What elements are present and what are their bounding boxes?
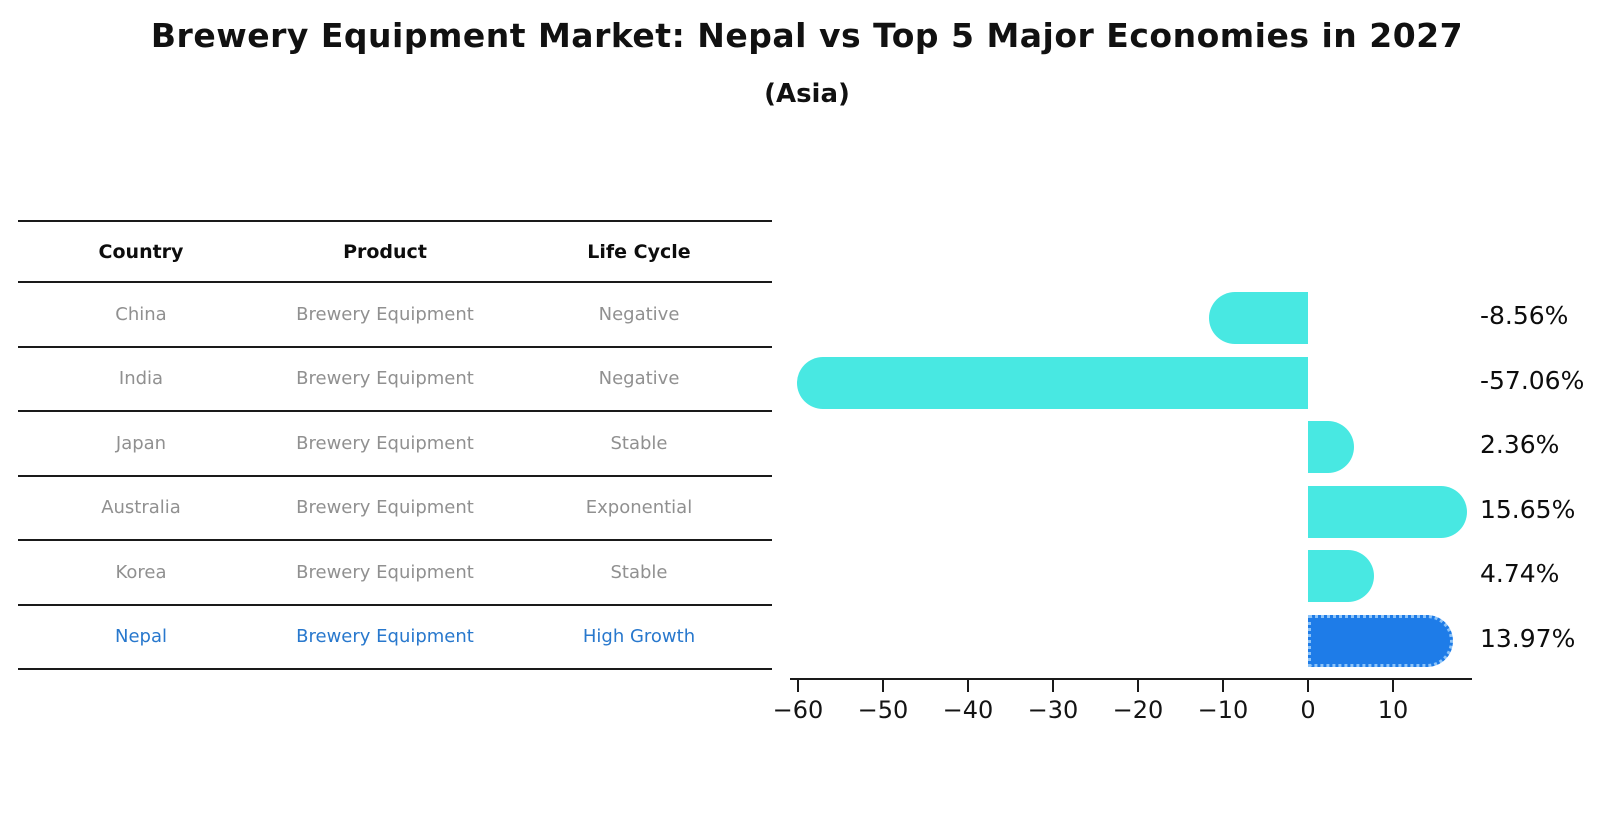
- bar-australia: [1308, 485, 1468, 538]
- cell-product: Brewery Equipment: [296, 626, 474, 648]
- x-tick: [797, 680, 799, 692]
- cell-product: Brewery Equipment: [296, 497, 474, 519]
- x-tick: [1222, 680, 1224, 692]
- x-tick: [1392, 680, 1394, 692]
- cell-country: Nepal: [115, 626, 167, 648]
- cell-country: Korea: [115, 561, 167, 583]
- x-tick: [882, 680, 884, 692]
- table-row-india: India Brewery Equipment Negative: [18, 348, 772, 412]
- x-tick-label: −40: [942, 696, 994, 724]
- table-header-product: Product: [343, 240, 427, 263]
- x-tick: [967, 680, 969, 692]
- x-tick-label: −20: [1112, 696, 1164, 724]
- bar-china: [1209, 292, 1308, 344]
- table-header-lifecycle: Life Cycle: [587, 240, 691, 263]
- x-tick-label: −60: [772, 696, 824, 724]
- cell-country: Japan: [115, 432, 167, 454]
- value-label-nepal: 13.97%: [1480, 623, 1576, 653]
- x-tick-label: 0: [1300, 696, 1316, 724]
- chart-title: Brewery Equipment Market: Nepal vs Top 5…: [150, 16, 1464, 55]
- x-tick-label: 10: [1377, 696, 1409, 724]
- cell-product: Brewery Equipment: [296, 432, 474, 454]
- table-header-country: Country: [98, 240, 184, 263]
- table-row-china: China Brewery Equipment Negative: [18, 283, 772, 348]
- cell-lifecycle: Exponential: [585, 497, 693, 519]
- country-table: Country Product Life Cycle China Brewery …: [18, 220, 772, 670]
- x-tick-label: −30: [1027, 696, 1079, 724]
- value-label-china: -8.56%: [1480, 301, 1569, 330]
- cell-country: India: [118, 368, 164, 390]
- table-row-korea: Korea Brewery Equipment Stable: [18, 541, 772, 606]
- bar-nepal: [1308, 614, 1453, 667]
- cell-product: Brewery Equipment: [296, 303, 474, 325]
- x-axis: [790, 678, 1472, 680]
- title-block: Brewery Equipment Market: Nepal vs Top 5…: [0, 0, 1614, 109]
- x-tick-label: −50: [857, 696, 909, 724]
- x-tick: [1307, 680, 1309, 692]
- cell-product: Brewery Equipment: [296, 368, 474, 390]
- table-row-japan: Japan Brewery Equipment Stable: [18, 412, 772, 477]
- value-label-japan: 2.36%: [1480, 430, 1560, 459]
- cell-lifecycle: Negative: [598, 303, 680, 325]
- bar-india: [796, 356, 1308, 409]
- x-tick: [1052, 680, 1054, 692]
- chart-subtitle: (Asia): [764, 79, 850, 109]
- cell-country: Australia: [101, 497, 181, 519]
- bar-japan: [1308, 421, 1355, 473]
- x-tick-label: −10: [1197, 696, 1249, 724]
- cell-lifecycle: Stable: [610, 432, 668, 454]
- bar-korea: [1308, 550, 1375, 602]
- cell-product: Brewery Equipment: [296, 561, 474, 583]
- cell-country: China: [115, 303, 167, 325]
- table-row-nepal: Nepal Brewery Equipment High Growth: [18, 606, 772, 670]
- cell-lifecycle: Negative: [598, 368, 680, 390]
- cell-lifecycle: High Growth: [582, 626, 696, 648]
- table-header-row: Country Product Life Cycle: [18, 222, 772, 283]
- value-label-australia: 15.65%: [1480, 494, 1576, 524]
- table-row-australia: Australia Brewery Equipment Exponential: [18, 477, 772, 541]
- x-tick: [1137, 680, 1139, 692]
- value-label-korea: 4.74%: [1480, 559, 1560, 588]
- cell-lifecycle: Stable: [610, 561, 668, 583]
- bar-chart: -8.56% -57.06% 2.36% 15.65% 4.74% 13.97% −60 −5…: [773, 186, 1614, 786]
- value-label-india: -57.06%: [1480, 365, 1585, 395]
